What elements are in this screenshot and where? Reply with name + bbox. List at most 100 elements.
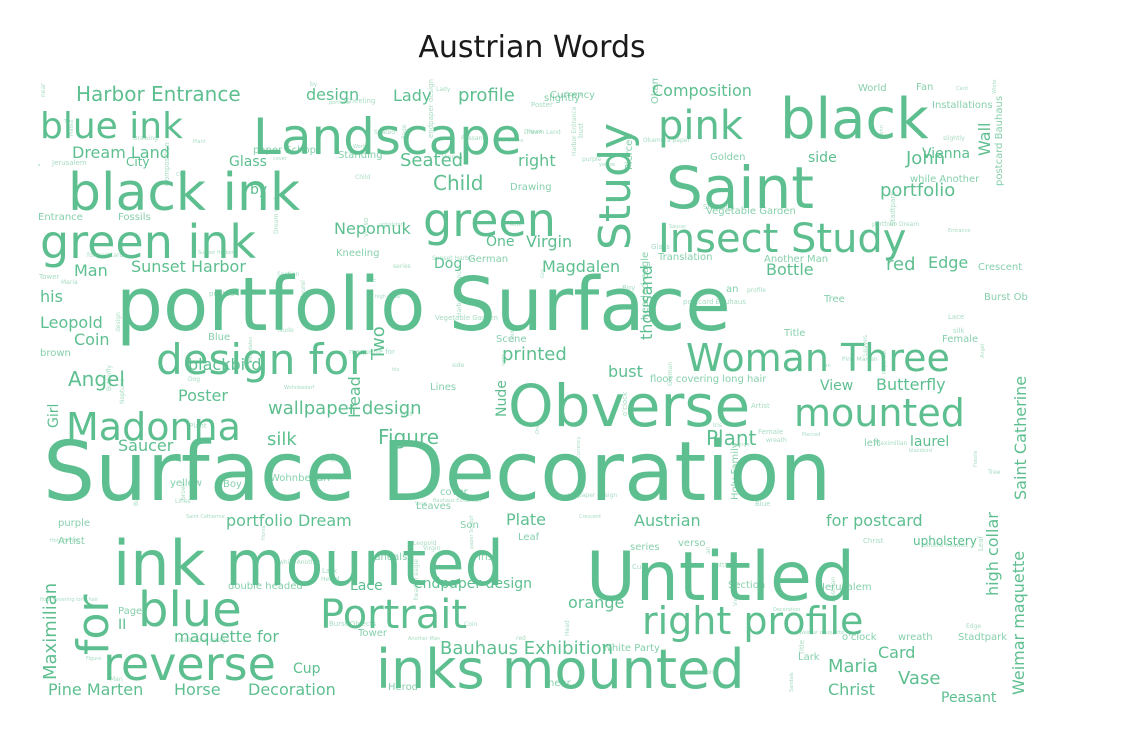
filler-word: design: [115, 312, 122, 332]
word-leaves: Leaves: [416, 501, 451, 512]
word-bottle: Bottle: [766, 260, 814, 279]
word-plate: Plate: [506, 510, 546, 529]
word-pine-marten: Pine Marten: [48, 680, 143, 699]
word-right: right: [518, 151, 556, 170]
word-john: John: [905, 148, 945, 169]
filler-word: Fossils: [973, 450, 979, 467]
word-scene: Scene: [496, 334, 527, 345]
word-magdalen: Magdalen: [542, 257, 620, 276]
filler-word: John: [879, 125, 885, 137]
word-lady: Lady: [393, 86, 431, 105]
word-floor-covering-long-hair: floor covering long hair: [650, 374, 767, 385]
filler-word: upholstery: [379, 222, 406, 228]
filler-word: White Party: [992, 78, 998, 94]
filler-word: Decoration: [773, 607, 800, 613]
word-lark: Lark: [798, 652, 820, 663]
filler-word: orange: [732, 442, 750, 448]
filler-word: his: [392, 367, 400, 373]
word-edge: Edge: [928, 253, 968, 272]
word-paper-schopf: paper Schopf: [253, 145, 320, 156]
word-tower: Tower: [357, 628, 388, 639]
filler-word: Female: [758, 428, 783, 436]
word-fan: Fan: [916, 82, 933, 93]
filler-word: maquette for: [349, 348, 395, 356]
word-blackbird: blackbird: [188, 355, 262, 374]
word-composition: Composition: [652, 81, 752, 100]
word-burst-objects: Burst Objects: [984, 292, 1028, 303]
word-while-another: while Another: [910, 174, 980, 185]
word-wallpaper-design: wallpaper design: [268, 398, 422, 419]
filler-word: Poster: [531, 101, 553, 109]
word-near: near: [548, 678, 572, 689]
word-card: Card: [878, 643, 915, 662]
filler-word: Wall: [400, 411, 413, 418]
word-design-for: design for: [156, 335, 367, 384]
filler-word: brown: [180, 481, 187, 500]
filler-word: Stadtpark: [889, 191, 897, 226]
word-world: World: [858, 83, 887, 94]
word-entrance: Entrance: [38, 212, 83, 223]
word-figure: Figure: [378, 425, 439, 449]
word-virgin: Virgin: [526, 232, 572, 251]
word-section: Section: [728, 580, 765, 591]
word-cloud-canvas: wallpaper design silk Figure Plant Butterfly…: [38, 78, 1028, 704]
word-jerusalem: Jerusalem: [821, 582, 872, 593]
word-black-ink: black ink: [68, 163, 300, 223]
filler-word: Horse: [261, 525, 267, 540]
word-son: Son: [460, 520, 479, 531]
word-currency: Currency: [550, 90, 595, 101]
filler-word: Tree: [987, 469, 1001, 476]
word-ii: II: [118, 617, 126, 633]
word-high-collar: high collar: [983, 512, 1002, 596]
word-blue: blue: [138, 582, 242, 638]
word-slightly: slightly: [544, 93, 580, 104]
filler-word: cover: [273, 156, 288, 162]
word-dream-land: Dream Land: [72, 143, 170, 162]
word-child: Child: [433, 171, 483, 195]
filler-word: portfolio Dream: [872, 221, 919, 228]
filler-word: Scene: [565, 91, 584, 98]
filler-word: Cup: [632, 563, 646, 571]
word-crescent: Crescent: [978, 262, 1022, 273]
filler-word: verso: [362, 218, 370, 237]
word-inks-mounted: inks mounted: [376, 638, 745, 701]
filler-word: Pine Marten: [842, 356, 878, 363]
word-pierced: Pierced: [624, 133, 635, 170]
word-verso: verso: [678, 538, 706, 549]
word-pink: pink: [658, 103, 744, 149]
filler-word: Lace: [948, 313, 964, 321]
word-title: Title: [783, 328, 805, 339]
word-saint: Saint: [666, 154, 814, 222]
word-endpaper-design: endpaper design: [414, 576, 532, 592]
word-sunset-harbor: Sunset Harbor: [131, 257, 246, 276]
word-bust: bust: [608, 362, 643, 381]
filler-word: double headed: [923, 542, 968, 549]
word-by: by: [250, 182, 267, 198]
word-fossils: Fossils: [118, 212, 151, 223]
filler-word: World: [353, 144, 367, 150]
filler-word: Vegetable Garden: [435, 314, 498, 322]
filler-word: silk: [460, 662, 466, 670]
word-printed: printed: [502, 344, 567, 365]
filler-word: Okamura paper: [643, 137, 690, 144]
word-his: his: [40, 287, 63, 306]
word-weimar-maquette: Weimar maquette: [1009, 551, 1028, 695]
word-harbor-entrance: Harbor Entrance: [76, 82, 241, 106]
word-german: German: [468, 254, 508, 265]
word-poster: Poster: [178, 386, 228, 405]
word-wohnbedarf: Wohnbedarf: [270, 473, 331, 484]
word-city: City: [126, 155, 150, 169]
filler-word: II: [372, 279, 378, 282]
word-wreath: wreath: [898, 632, 933, 643]
filler-word: Harbor Entrance: [571, 106, 578, 156]
filler-word: right: [501, 354, 507, 366]
filler-word: Jerusalem: [51, 159, 87, 167]
chart-title: Austrian Words: [418, 30, 646, 65]
word-maria: Maria: [828, 656, 878, 677]
word-peasant: Peasant: [941, 690, 997, 704]
word-landscape: Landscape: [253, 108, 522, 166]
word-man: Man: [74, 261, 108, 280]
filler-word: Dog: [188, 376, 200, 383]
filler-word: Christ: [863, 537, 884, 545]
word-translation: Translation: [657, 252, 713, 263]
